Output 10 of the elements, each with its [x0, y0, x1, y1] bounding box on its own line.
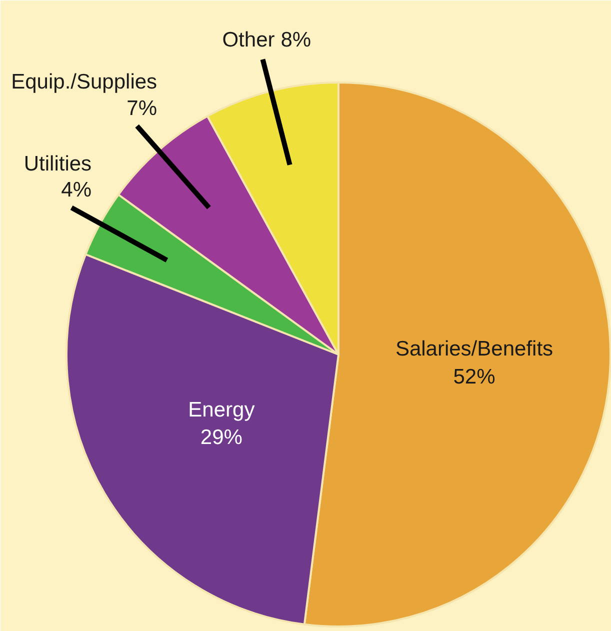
slice-label: Utilities [24, 152, 92, 176]
data-label: 4% [61, 178, 92, 202]
data-label: 52% [453, 365, 496, 388]
data-label: 7% [126, 96, 158, 120]
data-label: 8% [280, 28, 312, 52]
slice-label: Other [222, 28, 275, 52]
slice-label: Energy [188, 398, 256, 422]
slice-label: Equip./Supplies [11, 70, 158, 94]
data-label: 29% [200, 426, 242, 450]
slice-label: Salaries/Benefits [395, 338, 554, 361]
